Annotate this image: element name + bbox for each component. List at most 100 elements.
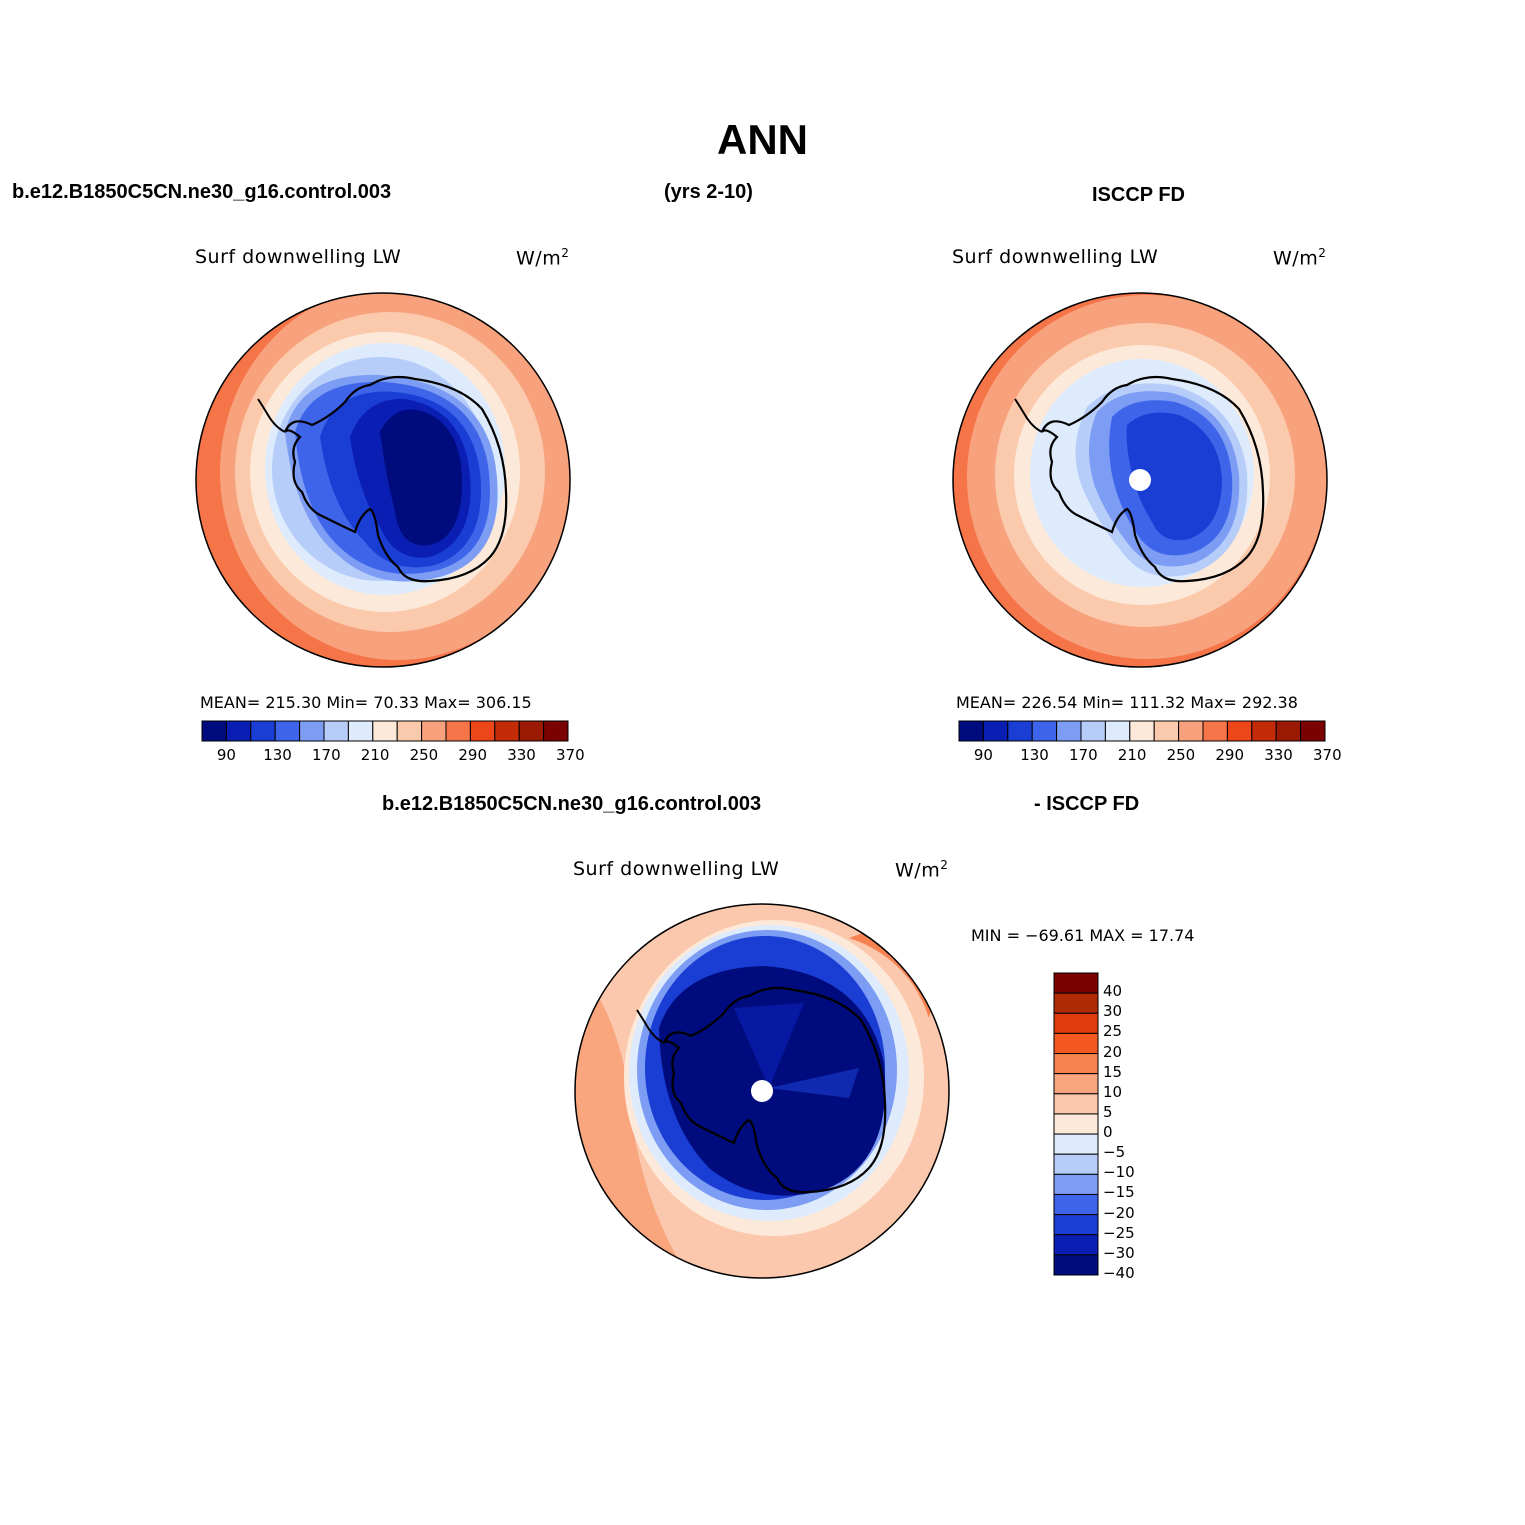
colorbar-swatch: [1053, 1032, 1099, 1055]
interior-streak-1: [734, 1003, 804, 1088]
colorbar-swatch: [225, 720, 252, 742]
obs-stats: MEAN= 226.54 Min= 111.32 Max= 292.38: [956, 693, 1298, 712]
model-variable-label: Surf downwelling LW: [195, 246, 402, 268]
diff-units-label: W/m2: [895, 858, 948, 881]
diff-obs-label: - ISCCP FD: [1034, 793, 1140, 815]
colorbar-tick-label: 130: [263, 746, 292, 764]
colorbar-swatch: [1053, 1173, 1099, 1195]
years-label: (yrs 2-10): [664, 181, 753, 203]
colorbar-swatch: [274, 720, 301, 742]
colorbar-swatch: [469, 720, 496, 742]
colorbar-swatch: [494, 720, 520, 742]
colorbar-tick-label: −30: [1103, 1243, 1135, 1262]
colorbar-tick-label: 250: [409, 746, 439, 764]
colorbar-swatch: [1275, 720, 1302, 742]
colorbar-swatch: [543, 720, 569, 742]
colorbar-tick-label: 290: [458, 746, 488, 764]
colorbar-tick-label: 170: [1069, 746, 1098, 764]
colorbar-swatch: [1053, 1254, 1099, 1276]
colorbar-swatch: [1056, 720, 1082, 742]
colorbar-tick-label: 30: [1103, 1002, 1123, 1021]
colorbar-swatch: [1053, 1153, 1099, 1175]
diff-colorbar: [1053, 972, 1099, 1276]
units-base: W/m: [895, 859, 941, 882]
colorbar-swatch: [1053, 972, 1099, 994]
page-title: ANN: [717, 116, 808, 163]
units-base: W/m: [516, 247, 562, 270]
colorbar-swatch: [1031, 720, 1058, 742]
colorbar-swatch: [1300, 720, 1326, 742]
diff-stats: MIN = −69.61 MAX = 17.74: [971, 926, 1195, 945]
ring-coldest: [380, 409, 462, 546]
colorbar-tick-label: −10: [1103, 1163, 1135, 1182]
units-exp: 2: [1318, 246, 1327, 260]
units-base: W/m: [1273, 247, 1319, 270]
obs-colorbar: [958, 720, 1326, 742]
colorbar-swatch: [445, 720, 471, 742]
colorbar-tick-label: 25: [1103, 1022, 1123, 1041]
colorbar-swatch: [1053, 1093, 1099, 1115]
colorbar-swatch: [323, 720, 349, 742]
colorbar-tick-label: 15: [1103, 1062, 1123, 1081]
colorbar-swatch: [1178, 720, 1204, 742]
colorbar-swatch: [1053, 1073, 1099, 1095]
colorbar-tick-label: 290: [1215, 746, 1245, 764]
colorbar-tick-label: 330: [507, 746, 536, 764]
obs-label: ISCCP FD: [1092, 184, 1185, 206]
colorbar-swatch: [299, 720, 325, 742]
obs-polar-map: [952, 292, 1328, 668]
model-units-label: W/m2: [516, 246, 569, 269]
peninsula-coastline: [636, 1009, 665, 1044]
ring-cool-5: [1126, 412, 1222, 541]
peninsula-coastline: [257, 398, 286, 433]
colorbar-tick-label: 330: [1264, 746, 1293, 764]
colorbar-swatch: [518, 720, 545, 742]
colorbar-tick-label: 210: [1117, 746, 1147, 764]
diff-case-label: b.e12.B1850C5CN.ne30_g16.control.003: [382, 793, 762, 815]
colorbar-tick-label: 210: [360, 746, 390, 764]
colorbar-swatch: [982, 720, 1009, 742]
colorbar-tick-label: 20: [1103, 1042, 1123, 1061]
colorbar-tick-label: 40: [1103, 982, 1123, 1001]
colorbar-swatch: [396, 720, 423, 742]
colorbar-swatch: [1202, 720, 1228, 742]
colorbar-tick-label: 90: [973, 746, 993, 764]
colorbar-tick-label: −25: [1103, 1223, 1135, 1242]
colorbar-swatch: [1007, 720, 1033, 742]
colorbar-swatch: [1104, 720, 1131, 742]
colorbar-swatch: [1053, 1133, 1099, 1155]
colorbar-swatch: [1053, 1234, 1099, 1256]
colorbar-swatch: [1153, 720, 1180, 742]
map-boundary: [952, 292, 1328, 668]
peninsula-coastline: [1014, 398, 1043, 433]
model-polar-map: [195, 292, 571, 668]
map-boundary: [574, 903, 950, 1279]
colorbar-tick-label: 170: [312, 746, 341, 764]
colorbar-tick-label: 370: [1313, 746, 1342, 764]
colorbar-swatch: [1080, 720, 1106, 742]
colorbar-tick-label: 130: [1020, 746, 1049, 764]
pole-missing-data: [1129, 469, 1151, 491]
colorbar-swatch: [1053, 1012, 1099, 1034]
units-exp: 2: [940, 858, 949, 872]
colorbar-swatch: [1053, 1053, 1099, 1075]
colorbar-swatch: [201, 720, 227, 742]
colorbar-swatch: [372, 720, 398, 742]
colorbar-tick-label: 10: [1103, 1082, 1123, 1101]
model-stats: MEAN= 215.30 Min= 70.33 Max= 306.15: [200, 693, 532, 712]
model-colorbar: [201, 720, 569, 742]
colorbar-swatch: [347, 720, 374, 742]
core-neg-40: [659, 966, 886, 1196]
colorbar-tick-label: −15: [1103, 1183, 1135, 1202]
colorbar-tick-label: 5: [1103, 1102, 1113, 1121]
colorbar-tick-label: −40: [1103, 1264, 1135, 1282]
colorbar-swatch: [1226, 720, 1253, 742]
colorbar-swatch: [250, 720, 276, 742]
colorbar-swatch: [1053, 1214, 1099, 1236]
colorbar-swatch: [1251, 720, 1277, 742]
obs-variable-label: Surf downwelling LW: [952, 246, 1159, 268]
colorbar-tick-label: 370: [556, 746, 585, 764]
colorbar-swatch: [421, 720, 447, 742]
obs-units-label: W/m2: [1273, 246, 1326, 269]
colorbar-swatch: [1053, 1193, 1099, 1216]
